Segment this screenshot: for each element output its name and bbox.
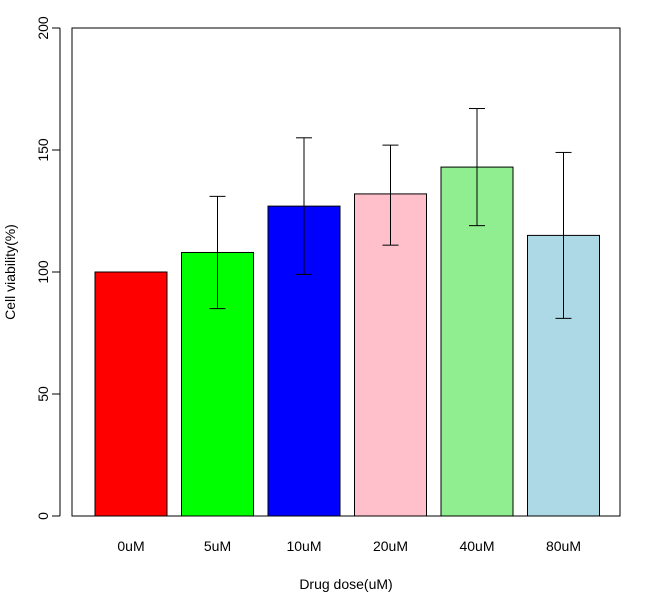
x-axis-title: Drug dose(uM) [299, 576, 392, 592]
y-tick-label: 0 [35, 512, 51, 520]
y-tick-label: 100 [35, 260, 51, 284]
bar-0uM [94, 271, 168, 517]
x-tick-label: 5uM [204, 538, 231, 554]
error-bar-40uM [469, 108, 485, 227]
bars-layer [94, 166, 600, 517]
x-tick-label: 20uM [373, 538, 408, 554]
x-tick-label: 80uM [546, 538, 581, 554]
error-bar-20uM [382, 144, 399, 246]
y-tick-label: 50 [35, 386, 51, 402]
x-axis-labels: 0uM 5uM 10uM 20uM 40uM 80uM [117, 538, 581, 554]
error-bar-80uM [555, 151, 572, 319]
y-axis-title: Cell viability(%) [2, 224, 18, 320]
x-tick-label: 10uM [286, 538, 321, 554]
y-tick-label: 150 [35, 138, 51, 162]
bar-80uM [527, 234, 600, 517]
error-bar-5uM [209, 195, 226, 310]
y-tick-label: 200 [35, 16, 51, 40]
plot-frame [71, 27, 621, 517]
x-tick-label: 0uM [117, 538, 144, 554]
error-bars-layer [209, 108, 572, 319]
y-axis: 0 50 100 150 200 [35, 16, 61, 520]
error-bar-10uM [296, 137, 312, 275]
x-tick-label: 40uM [459, 538, 494, 554]
